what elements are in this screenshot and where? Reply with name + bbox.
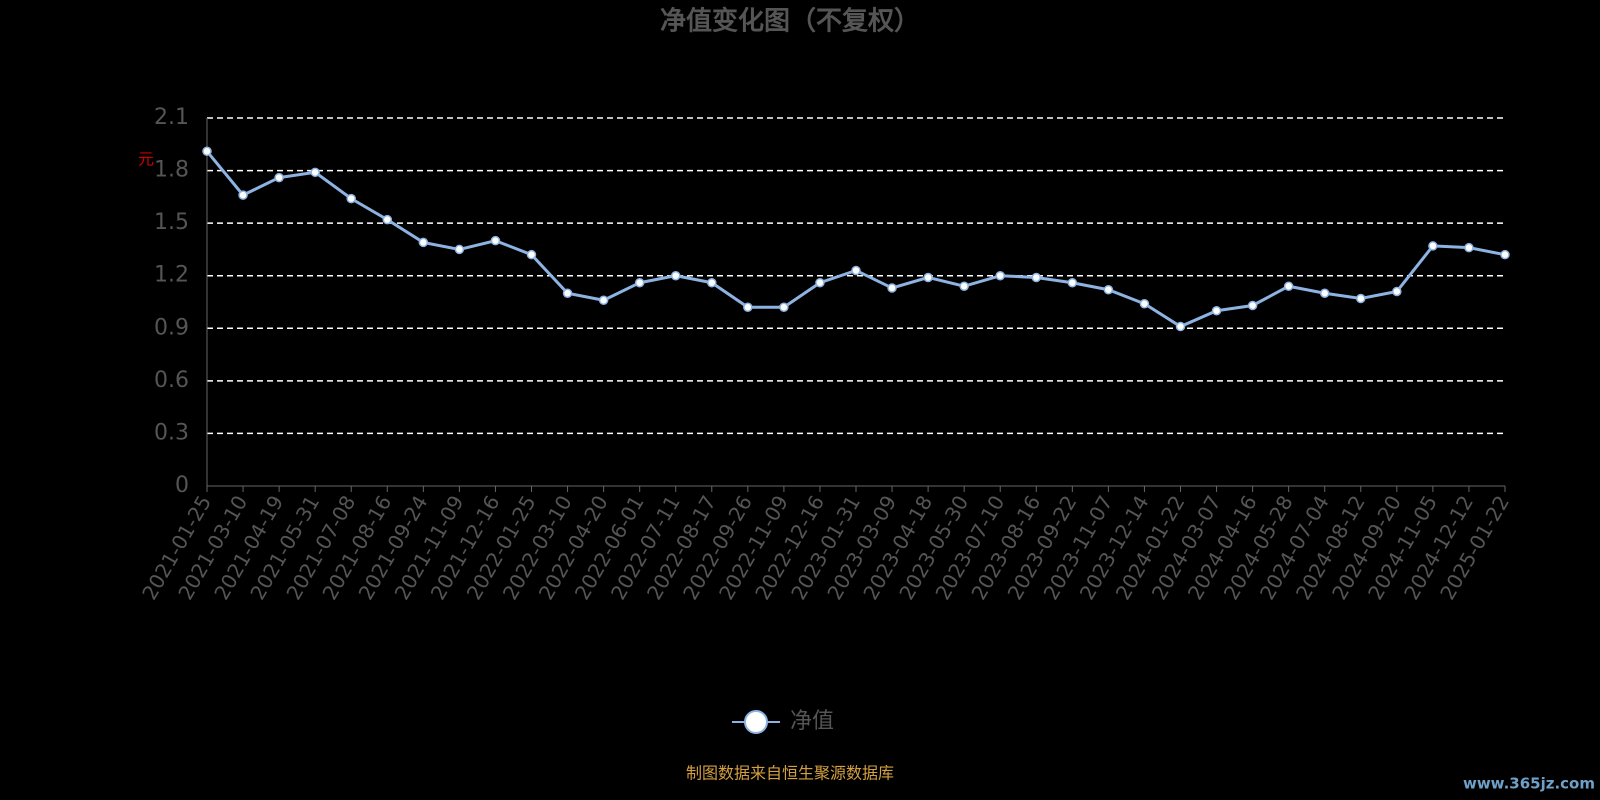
data-point [418,237,429,248]
data-point [1392,286,1402,297]
data-point [274,172,284,183]
watermark: www.365jz.com [1463,775,1595,793]
data-point [1283,281,1294,291]
data-point [526,249,537,260]
data-point [1500,249,1510,260]
data-point [779,302,789,313]
source-note: 制图数据来自恒生聚源数据库 [686,764,894,783]
data-point [815,277,825,288]
data-point [851,265,861,276]
data-point [454,244,465,255]
data-point [1319,288,1330,298]
data-point [670,270,681,281]
data-point [1211,306,1222,316]
data-point [490,235,501,246]
data-point [923,272,933,283]
y-tick-label: 0.9 [154,315,189,340]
y-tick-label: 1.2 [154,263,189,288]
legend-label: 净值 [790,709,834,734]
data-point [743,302,753,313]
data-point [346,193,356,204]
data-point [1356,293,1366,304]
data-line [205,150,1506,329]
y-axis-label: 元 [138,150,154,169]
data-point [995,270,1005,281]
data-point [1031,272,1042,283]
data-point [1428,241,1438,251]
data-point [1464,242,1474,253]
data-point [1103,284,1114,295]
data-point [634,277,645,288]
data-point [1067,277,1078,288]
data-point [1175,321,1186,332]
y-tick-label: 0 [175,473,189,498]
chart-title: 净值变化图（不复权） [660,6,920,37]
data-point [887,283,897,293]
data-point [707,277,717,288]
data-point [1139,299,1150,309]
y-tick-label: 1.5 [154,210,189,235]
y-tick-label: 0.3 [154,420,189,445]
legend-marker [744,710,768,734]
data-point [959,281,969,291]
y-tick-label: 0.6 [154,368,189,393]
data-point [598,295,609,305]
y-tick-label: 1.8 [154,158,189,183]
data-point [310,167,320,178]
y-tick-label: 2.1 [154,105,189,130]
data-point [238,190,248,200]
data-point [382,214,393,225]
data-point [562,288,573,298]
data-point [202,146,212,157]
data-point [1247,300,1258,311]
